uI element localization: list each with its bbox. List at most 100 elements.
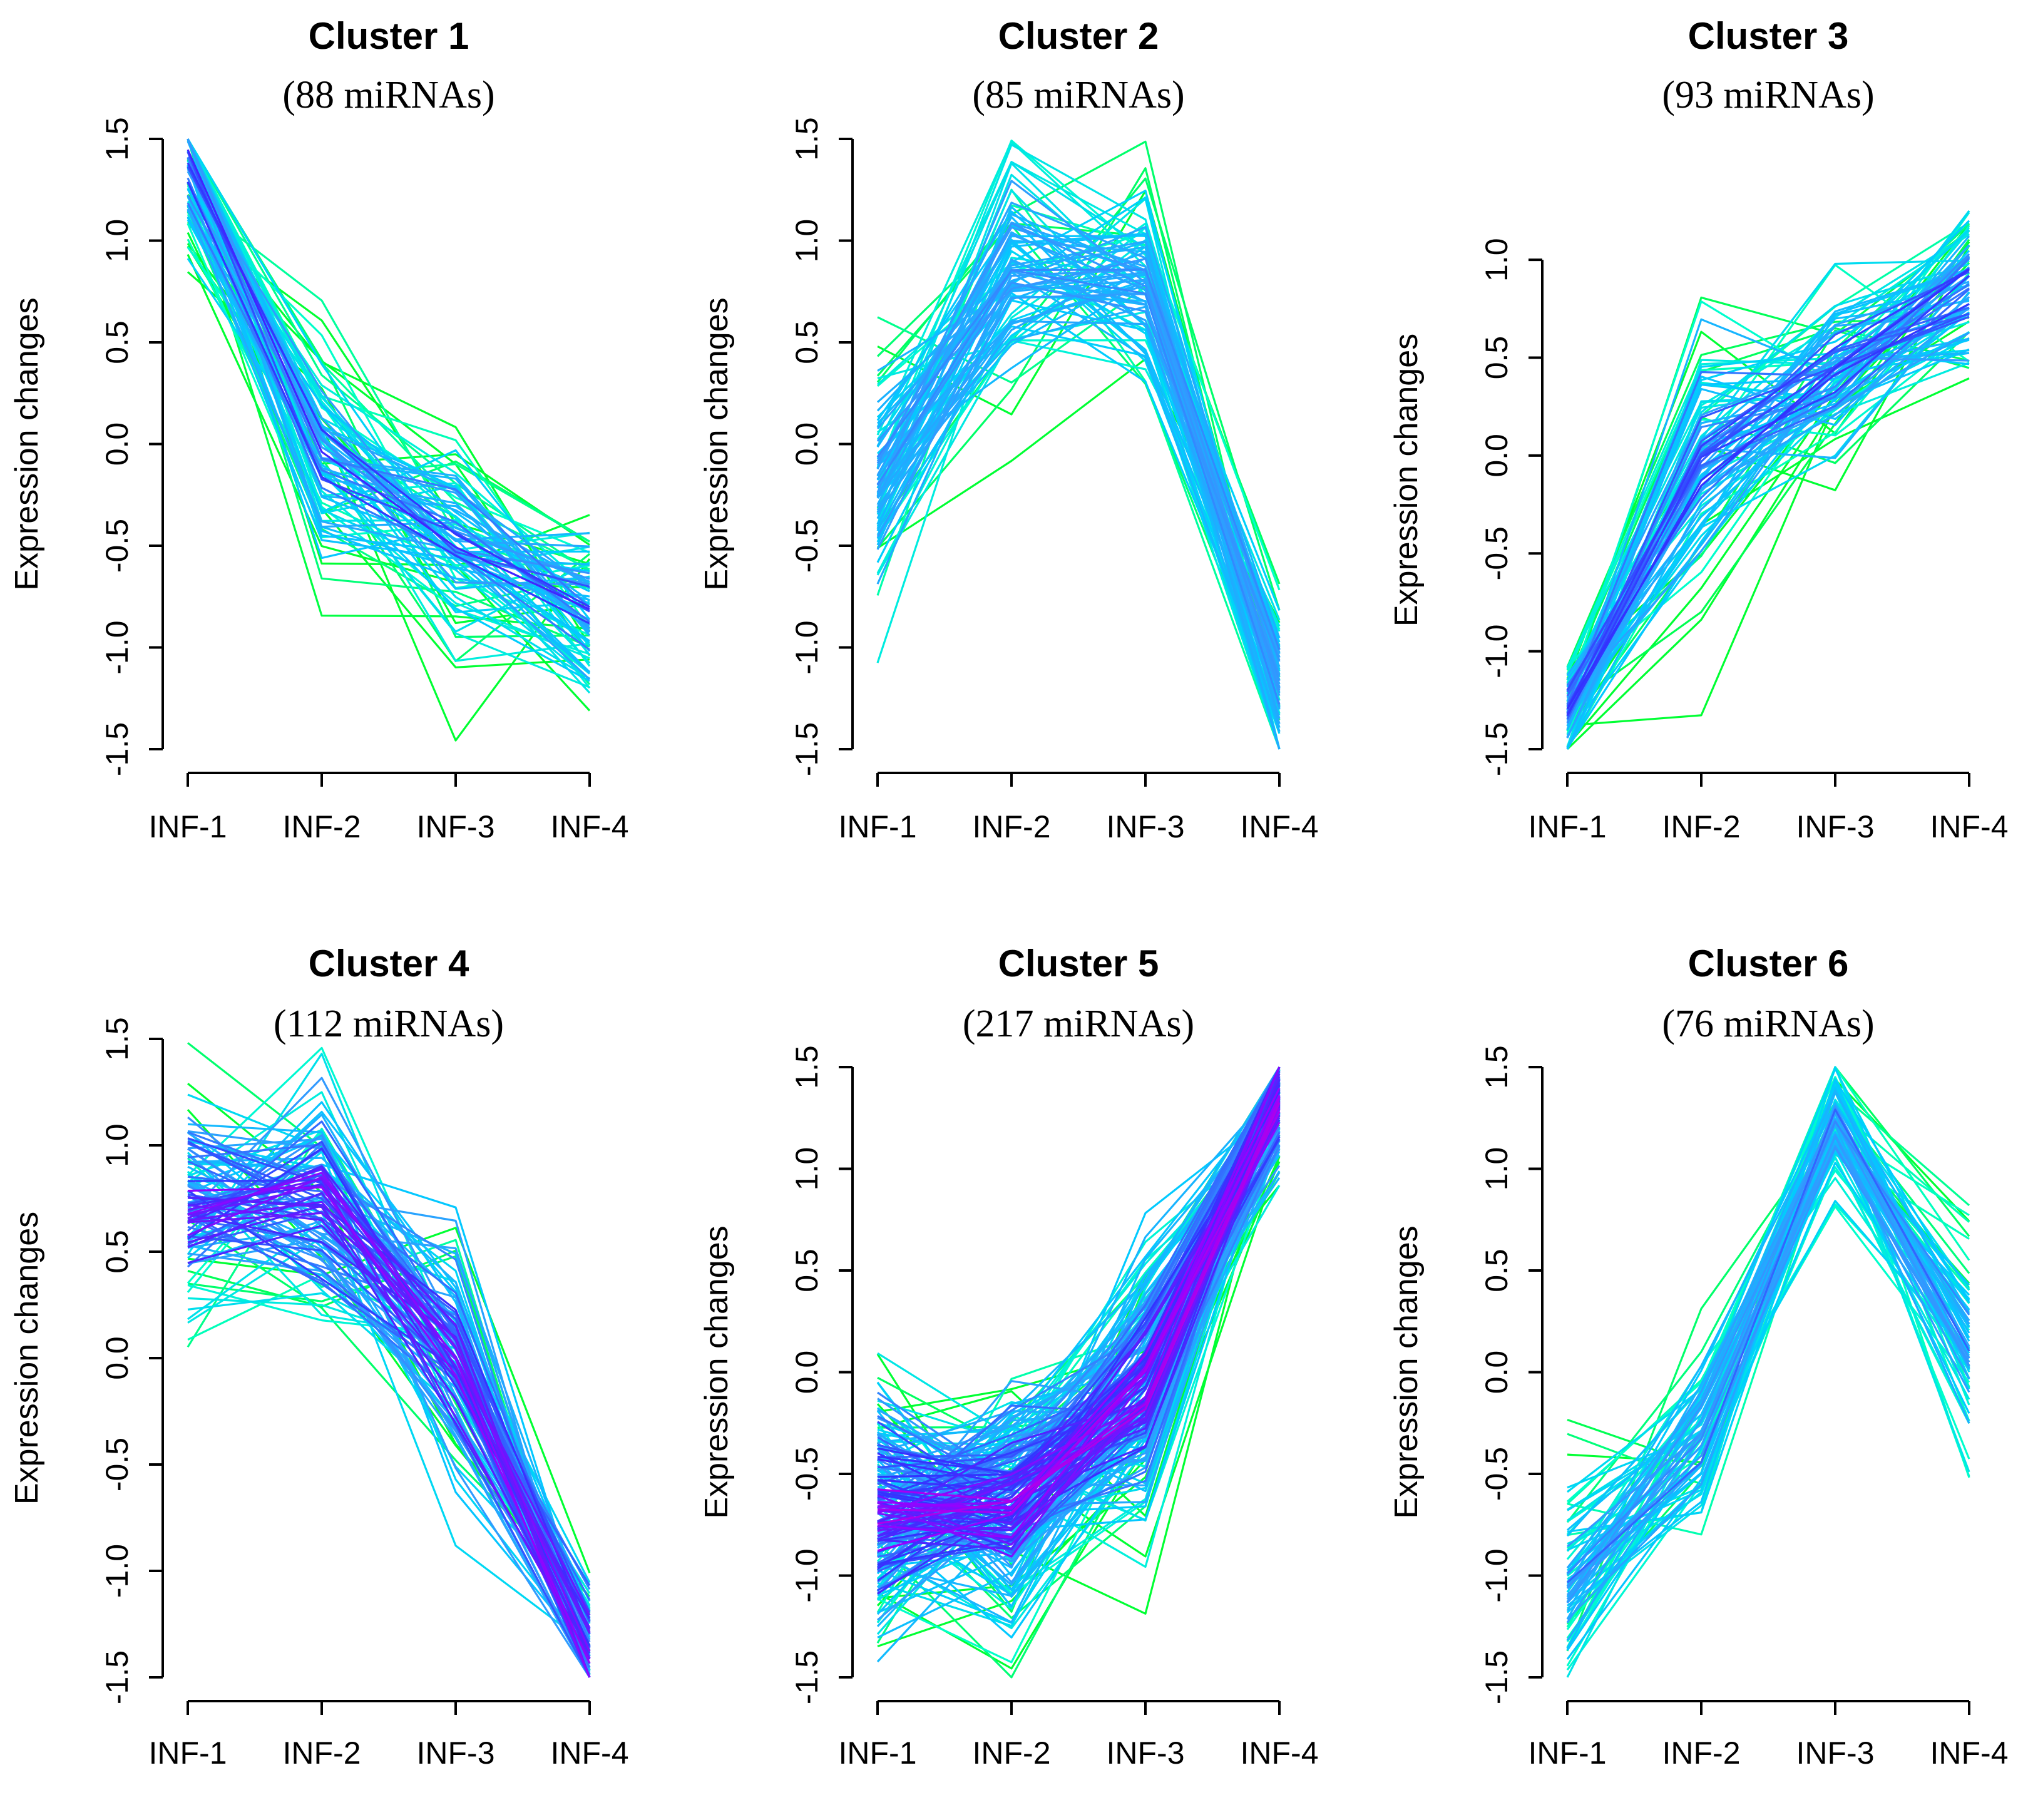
series-line [1566,268,1970,710]
x-tick-label: INF-1 [839,809,917,844]
cluster-1-panel: Cluster 1 (88 miRNAs) Expression changes -1… [9,15,629,844]
y-tick-label: 1.5 [1479,1045,1514,1089]
x-tick-label: INF-2 [973,1736,1051,1771]
x-tick-label: INF-4 [1930,1736,2009,1771]
series-line [877,1087,1281,1510]
y-tick-label: 0.5 [100,320,135,364]
y-tick-label: 0.0 [789,1351,824,1394]
cluster-6-panel: Cluster 6 (76 miRNAs) Expression changes -1… [1388,943,2009,1771]
y-tick-label: 0.0 [1479,434,1514,478]
y-tick-label: 1.0 [789,219,824,263]
series-line [187,1120,591,1649]
series-line [187,149,590,610]
chart-subtitle: (88 miRNAs) [282,74,494,116]
series-line [187,183,590,630]
x-tick-label: INF-4 [551,809,629,844]
x-tick-label: INF-3 [1107,1736,1185,1771]
chart-subtitle: (93 miRNAs) [1662,74,1874,116]
series-line [1566,267,1970,691]
y-tick-label: 0.0 [1479,1351,1514,1394]
y-tick-label: 0.0 [100,422,135,466]
y-tick-label: -1.5 [1479,1650,1514,1704]
y-tick-label: 1.5 [789,1045,824,1089]
series-line [187,177,590,651]
series-line [1566,1118,1970,1604]
x-tick-label: INF-1 [1529,809,1607,844]
y-tick-label: 1.0 [100,219,135,263]
series-line [876,320,1281,685]
y-tick-label: 1.0 [789,1147,824,1191]
y-tick-label: 0.5 [1479,1249,1514,1292]
series-line [187,1176,591,1652]
series-line [1566,284,1970,686]
y-tick-label: -1.5 [789,722,824,776]
series-line [876,140,1281,701]
series-line [877,1102,1281,1525]
series-line [876,233,1281,650]
series-line [877,1111,1281,1514]
series-line [187,1133,591,1678]
x-tick-label: INF-1 [1529,1736,1607,1771]
cluster-3-panel: Cluster 3 (93 miRNAs) Expression changes -1… [1388,15,2009,844]
y-tick-label: -1.0 [1479,625,1514,678]
y-tick-label: -0.5 [789,519,824,573]
series-line [187,181,590,625]
series-line [187,138,590,580]
y-tick-label: -1.5 [789,1650,824,1704]
y-axis-label: Expression changes [1388,334,1425,626]
x-tick-label: INF-2 [283,1736,361,1771]
y-axis-label: Expression changes [9,1212,45,1505]
series-line [1566,1108,1970,1583]
y-tick-label: 0.5 [1479,336,1514,380]
series-line [187,1205,591,1660]
y-tick-label: -0.5 [100,519,135,573]
series-group [1566,1066,1970,1678]
series-group [876,1066,1281,1679]
y-tick-label: 0.0 [100,1336,135,1380]
series-line [1566,275,1970,717]
y-tick-label: -1.5 [1479,722,1514,776]
y-tick-label: -1.5 [100,1650,135,1704]
series-line [187,138,590,655]
y-tick-label: 1.5 [100,1017,135,1061]
series-line [1566,1112,1970,1600]
y-tick-label: -0.5 [1479,526,1514,580]
series-line [1566,1145,1970,1603]
series-line [1566,1120,1970,1574]
y-axis-label: Expression changes [9,297,45,590]
y-tick-label: 0.5 [789,1249,824,1292]
cluster-4-panel: Cluster 4 (112 miRNAs) Expression changes -… [9,943,629,1771]
series-line [877,1095,1281,1558]
series-line [187,156,591,608]
x-tick-label: INF-2 [283,809,361,844]
y-tick-label: 1.5 [789,117,824,161]
series-line [876,292,1281,697]
panel-band-bottom [0,895,2033,1820]
series-line [876,282,1281,661]
cluster-2-panel: Cluster 2 (85 miRNAs) Expression changes -1… [699,15,1319,844]
series-line [1566,1133,1970,1596]
chart-title: Cluster 3 [1688,15,1849,57]
series-line [187,181,590,598]
chart-subtitle: (217 miRNAs) [963,1003,1194,1045]
series-line [187,182,590,586]
x-tick-label: INF-4 [551,1736,629,1771]
series-line [876,269,1281,705]
x-tick-label: INF-1 [149,1736,227,1771]
y-tick-label: -0.5 [1479,1447,1514,1501]
y-tick-label: -1.0 [100,1544,135,1598]
series-line [187,151,590,613]
series-line [187,1200,591,1616]
series-group [876,140,1281,750]
series-line [877,1121,1281,1543]
y-tick-label: -1.5 [100,722,135,776]
series-line [187,208,590,621]
series-line [1566,268,1970,710]
y-axis-label: Expression changes [699,1225,735,1518]
chart-title: Cluster 4 [309,943,469,984]
series-group [187,138,591,742]
x-tick-label: INF-2 [1662,809,1741,844]
y-tick-label: 1.0 [1479,238,1514,282]
series-line [876,271,1281,687]
